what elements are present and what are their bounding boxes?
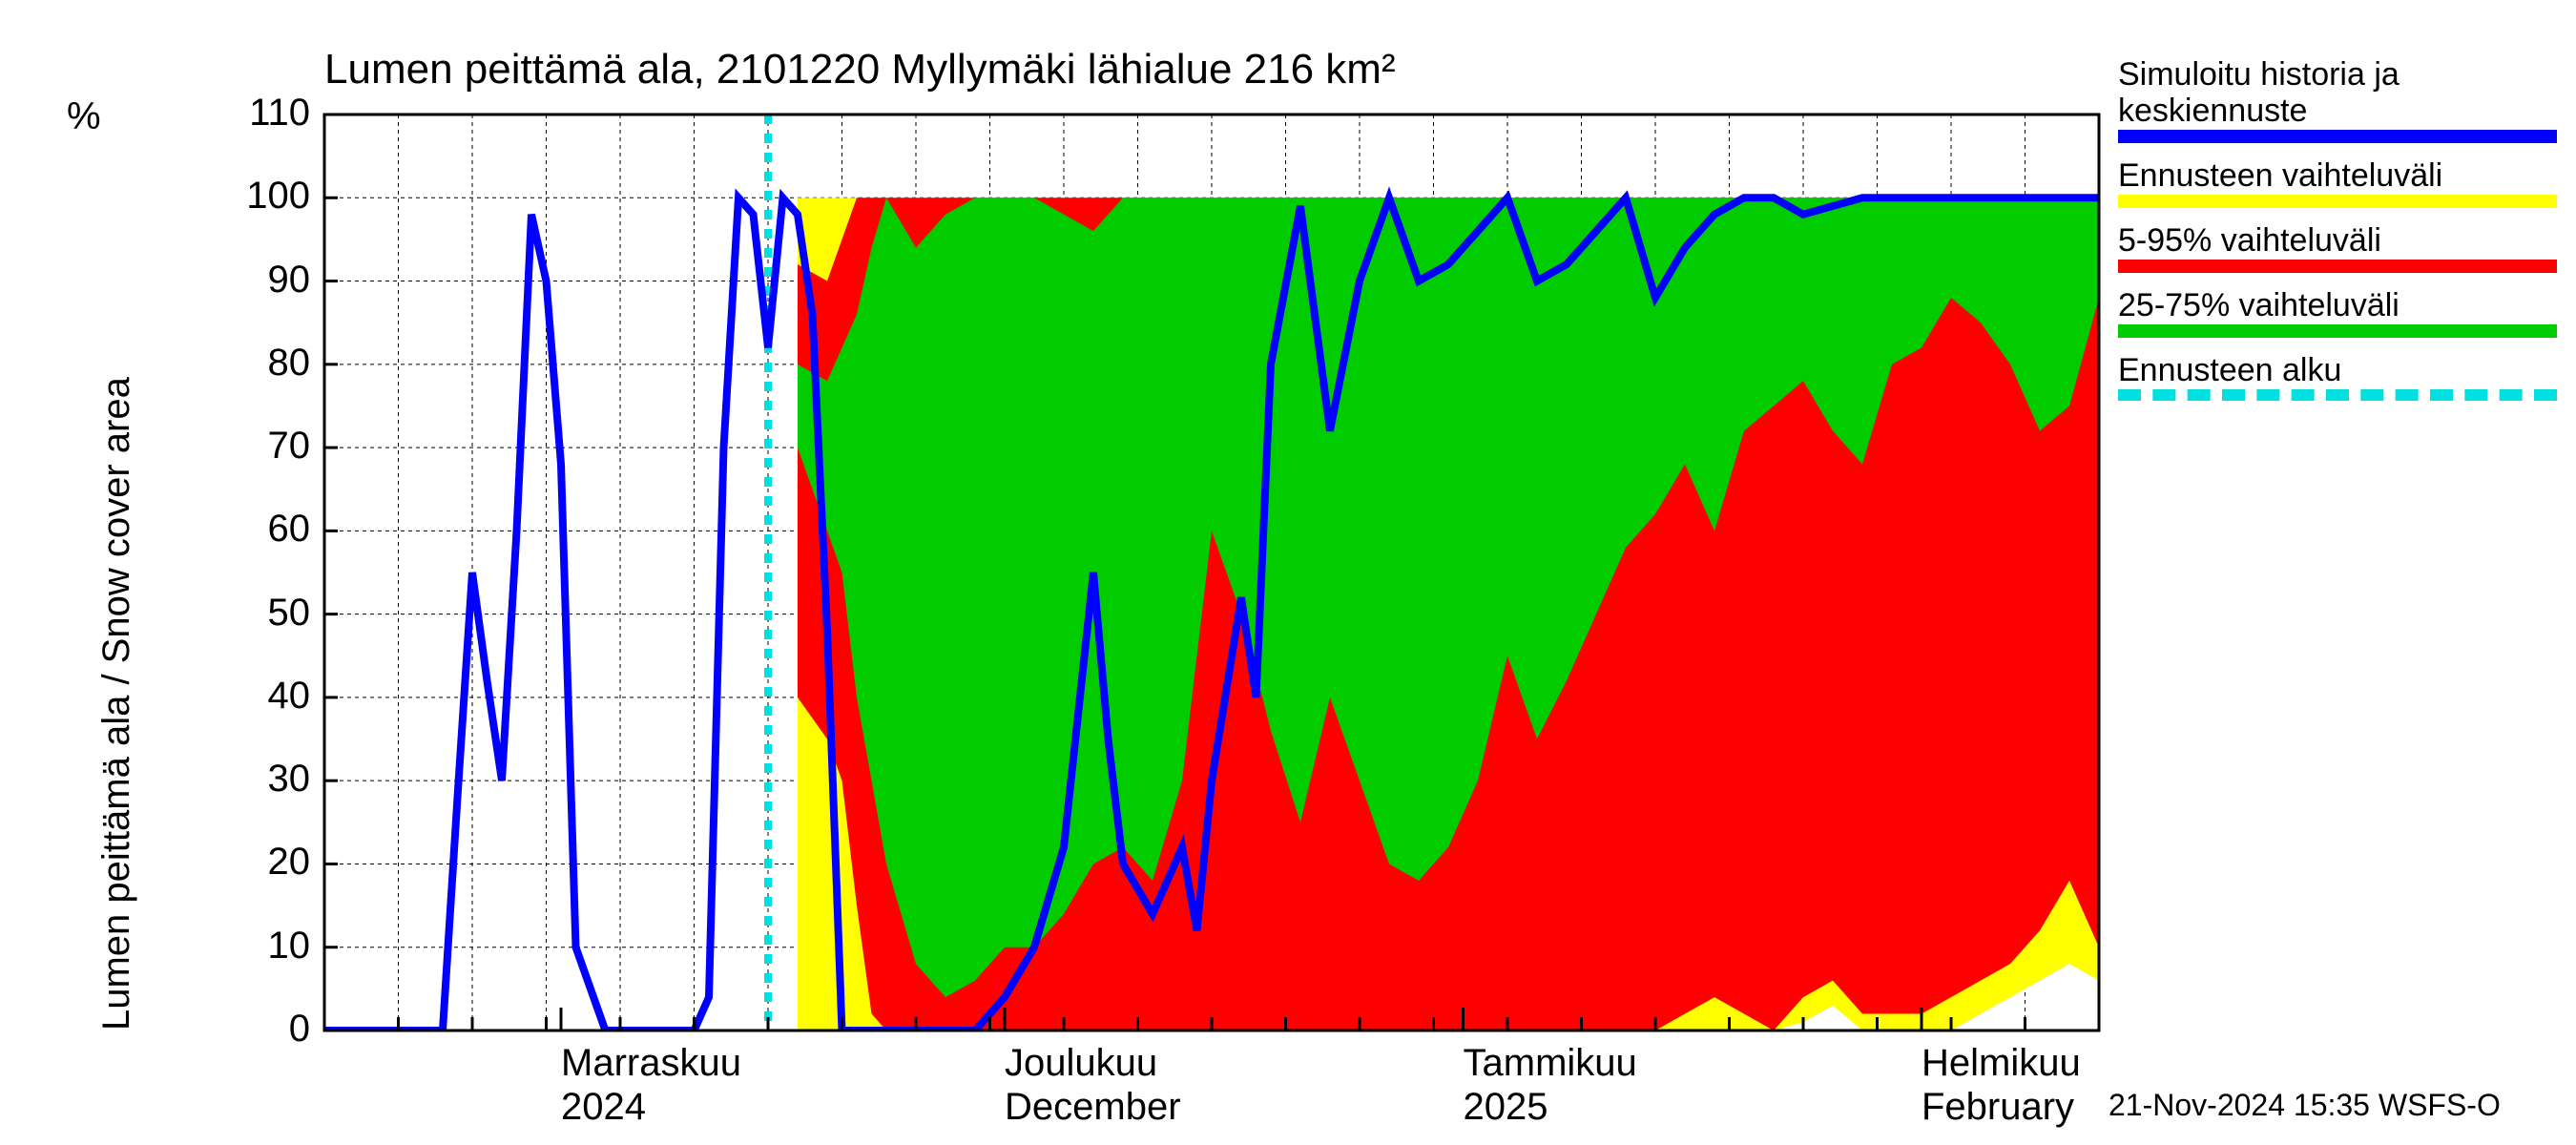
legend-swatch (2118, 389, 2557, 401)
y-axis-label: Lumen peittämä ala / Snow cover area (95, 377, 138, 1030)
y-tick-label: 10 (234, 925, 310, 968)
chart-title: Lumen peittämä ala, 2101220 Myllymäki lä… (324, 46, 1396, 94)
plot-area (324, 114, 2099, 1030)
y-tick-label: 60 (234, 508, 310, 551)
y-tick-label: 30 (234, 758, 310, 801)
y-tick-label: 80 (234, 342, 310, 385)
legend-label: Ennusteen vaihteluväli (2118, 158, 2442, 194)
x-tick-label: Joulukuu (1005, 1042, 1157, 1085)
legend-label: 25-75% vaihteluväli (2118, 288, 2399, 323)
y-tick-label: 100 (234, 175, 310, 218)
y-axis-unit: % (67, 95, 101, 138)
x-tick-sublabel: February (1922, 1086, 2074, 1129)
legend-label: Ennusteen alku (2118, 353, 2341, 388)
y-tick-label: 90 (234, 259, 310, 302)
legend-swatch (2118, 324, 2557, 338)
forecast-bands (798, 198, 2099, 1030)
legend-label: 5-95% vaihteluväli (2118, 223, 2381, 259)
legend-swatch (2118, 260, 2557, 273)
x-tick-label: Helmikuu (1922, 1042, 2081, 1085)
legend-label: keskiennuste (2118, 94, 2307, 129)
legend-swatch (2118, 130, 2557, 143)
y-tick-label: 110 (234, 92, 310, 135)
legend-swatch (2118, 195, 2557, 208)
x-tick-sublabel: 2024 (561, 1086, 646, 1129)
y-tick-label: 50 (234, 592, 310, 635)
x-tick-sublabel: 2025 (1464, 1086, 1548, 1129)
y-tick-label: 40 (234, 675, 310, 718)
x-tick-label: Tammikuu (1464, 1042, 1637, 1085)
x-tick-label: Marraskuu (561, 1042, 741, 1085)
y-tick-label: 0 (234, 1008, 310, 1051)
y-tick-label: 70 (234, 425, 310, 468)
y-tick-label: 20 (234, 841, 310, 884)
legend-label: Simuloitu historia ja (2118, 57, 2399, 93)
x-tick-sublabel: December (1005, 1086, 1181, 1129)
footer-timestamp: 21-Nov-2024 15:35 WSFS-O (2109, 1088, 2501, 1123)
